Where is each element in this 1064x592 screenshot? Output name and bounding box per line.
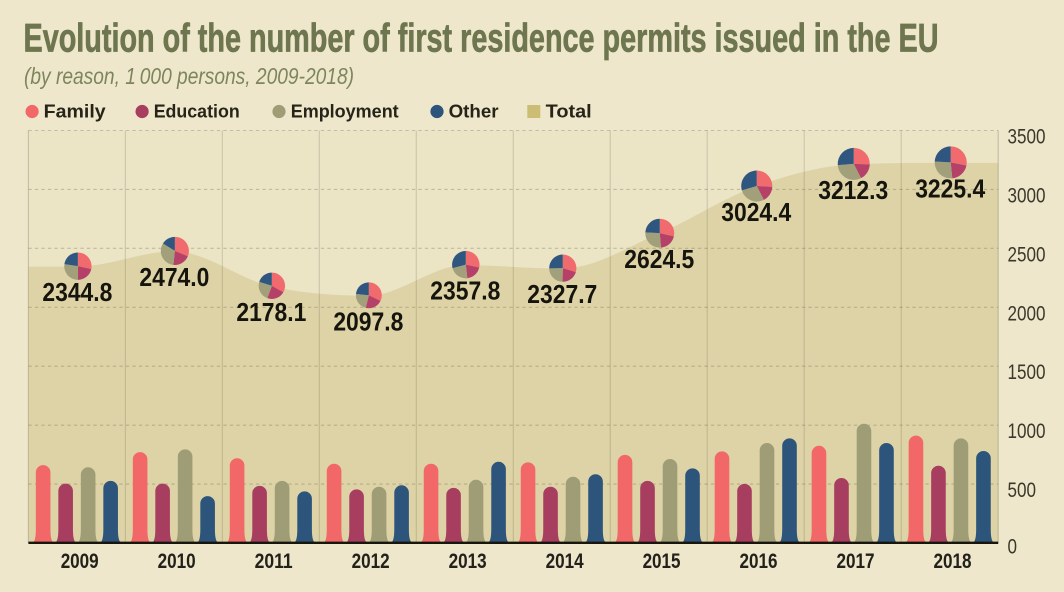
- svg-text:2011: 2011: [255, 549, 293, 573]
- svg-text:2097.8: 2097.8: [333, 308, 403, 336]
- svg-text:2178.1: 2178.1: [236, 299, 306, 327]
- svg-text:Family: Family: [44, 101, 107, 122]
- svg-text:3024.4: 3024.4: [721, 199, 792, 227]
- svg-text:2016: 2016: [740, 549, 778, 573]
- svg-text:3000: 3000: [1008, 183, 1046, 207]
- svg-text:Total: Total: [546, 101, 592, 122]
- svg-text:2017: 2017: [837, 549, 875, 573]
- svg-text:2474.0: 2474.0: [139, 264, 209, 292]
- svg-text:1000: 1000: [1008, 419, 1046, 443]
- svg-text:2624.5: 2624.5: [624, 246, 694, 274]
- svg-text:Other: Other: [449, 101, 499, 122]
- svg-text:2009: 2009: [61, 549, 99, 573]
- svg-text:2327.7: 2327.7: [527, 281, 597, 309]
- svg-text:2015: 2015: [643, 549, 681, 573]
- svg-text:3212.3: 3212.3: [818, 177, 888, 205]
- svg-text:(by reason, 1 000 persons, 200: (by reason, 1 000 persons, 2009-2018): [24, 63, 354, 89]
- svg-text:2010: 2010: [158, 549, 196, 573]
- svg-text:500: 500: [1008, 478, 1037, 502]
- svg-text:2000: 2000: [1008, 301, 1046, 325]
- svg-text:Employment: Employment: [291, 101, 399, 122]
- svg-text:3225.4: 3225.4: [915, 175, 986, 203]
- svg-text:2357.8: 2357.8: [430, 278, 500, 306]
- svg-text:2013: 2013: [449, 549, 487, 573]
- svg-text:0: 0: [1008, 535, 1018, 559]
- svg-text:2014: 2014: [546, 549, 584, 573]
- svg-text:2500: 2500: [1008, 242, 1046, 266]
- svg-text:Evolution of the number of fir: Evolution of the number of first residen…: [24, 17, 939, 61]
- svg-text:2018: 2018: [934, 549, 972, 573]
- svg-text:2344.8: 2344.8: [42, 279, 112, 307]
- svg-text:1500: 1500: [1008, 360, 1046, 384]
- svg-text:3500: 3500: [1008, 125, 1046, 149]
- svg-text:2012: 2012: [352, 549, 390, 573]
- svg-text:Education: Education: [154, 101, 240, 122]
